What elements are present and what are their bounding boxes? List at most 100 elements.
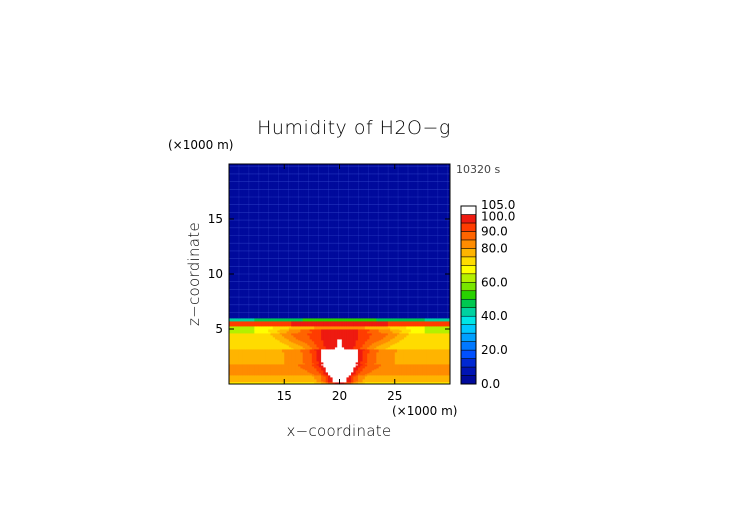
heatmap-cell: [295, 374, 299, 376]
heatmap-cell: [332, 381, 336, 383]
heatmap-cell: [390, 372, 393, 374]
heatmap-cell: [314, 377, 317, 379]
heatmap-cell: [348, 380, 352, 382]
heatmap-cell: [256, 372, 260, 374]
heatmap-cell: [385, 376, 389, 378]
heatmap-cell: [265, 382, 269, 384]
heatmap-cell: [318, 373, 322, 375]
heatmap-cell: [268, 381, 271, 383]
heatmap-cell: [367, 377, 370, 379]
heatmap-cell: [256, 378, 260, 380]
heatmap-cell: [323, 372, 327, 374]
heatmap-cell: [403, 381, 407, 383]
heatmap-cell: [247, 378, 251, 380]
heatmap-cell: [286, 375, 290, 377]
heatmap-cell: [307, 382, 310, 384]
heatmap-cell: [417, 377, 421, 379]
heatmap-cell: [413, 376, 416, 378]
heatmap-cell: [376, 373, 380, 375]
heatmap-cell: [284, 380, 287, 382]
heatmap-cell: [367, 379, 370, 381]
heatmap-cell: [440, 380, 444, 382]
heatmap-cell: [281, 379, 285, 381]
heatmap-cell: [321, 377, 324, 379]
heatmap-cell: [327, 382, 331, 384]
heatmap-cell: [415, 382, 419, 384]
heatmap-cell: [302, 382, 306, 384]
heatmap-cell: [233, 373, 237, 375]
heatmap-cell: [304, 378, 308, 380]
heatmap-cell: [360, 377, 363, 379]
heatmap-cell: [339, 381, 343, 383]
heatmap-cell: [300, 379, 304, 381]
heatmap-cell: [314, 372, 317, 374]
heatmap-cell: [302, 380, 306, 382]
heatmap-cell: [369, 372, 373, 374]
heatmap-cell: [429, 371, 432, 373]
heatmap-cell: [447, 372, 450, 374]
heatmap-cell: [440, 374, 444, 376]
heatmap-cell: [233, 371, 237, 373]
heatmap-cell: [390, 375, 393, 377]
heatmap-cell: [422, 381, 426, 383]
heatmap-cell: [344, 379, 347, 381]
heatmap-cell: [277, 374, 281, 376]
heatmap-cell: [252, 379, 255, 381]
heatmap-cell: [288, 378, 292, 380]
heatmap-cell: [275, 382, 278, 384]
heatmap-cell: [401, 373, 405, 375]
heatmap-cell: [424, 372, 428, 374]
heatmap-cell: [249, 382, 253, 384]
heatmap-cell: [293, 372, 297, 374]
heatmap-cell: [431, 377, 435, 379]
heatmap-cell: [424, 382, 428, 384]
heatmap-cell: [311, 378, 315, 380]
heatmap-cell: [279, 378, 283, 380]
heatmap-cell: [288, 372, 292, 374]
heatmap-cell: [341, 374, 345, 376]
heatmap-cell: [383, 377, 386, 379]
heatmap-cell: [406, 377, 409, 379]
heatmap-cell: [436, 374, 439, 376]
heatmap-cell: [415, 372, 419, 374]
heatmap-cell: [272, 382, 276, 384]
heatmap-cell: [272, 372, 276, 374]
heatmap-cell: [431, 376, 435, 378]
heatmap-cell: [397, 381, 400, 383]
heatmap-cell: [408, 377, 412, 379]
heatmap-cell: [252, 374, 255, 376]
heatmap-cell: [286, 379, 290, 381]
heatmap-cell: [249, 380, 253, 382]
heatmap-cell: [300, 375, 304, 377]
heatmap-cell: [383, 376, 386, 378]
heatmap-cell: [433, 380, 437, 382]
heatmap-cell: [263, 375, 267, 377]
heatmap-cell: [422, 378, 426, 380]
heatmap-cell: [268, 377, 271, 379]
heatmap-cell: [438, 375, 442, 377]
heatmap-cell: [436, 372, 439, 374]
heatmap-cell: [436, 382, 439, 384]
heatmap-cell: [321, 373, 324, 375]
heatmap-cell: [447, 381, 450, 383]
heatmap-cell: [229, 371, 232, 373]
heatmap-cell: [263, 372, 267, 374]
heatmap-cell: [332, 376, 336, 378]
heatmap-cell: [334, 379, 338, 381]
heatmap-cell: [281, 376, 285, 378]
heatmap-cell: [374, 374, 377, 376]
heatmap-cell: [337, 374, 340, 376]
heatmap-cell: [307, 380, 310, 382]
heatmap-cell: [249, 375, 253, 377]
heatmap-cell: [279, 381, 283, 383]
heatmap-cell: [304, 371, 308, 373]
heatmap-cell: [380, 371, 384, 373]
heatmap-cell: [346, 381, 350, 383]
heatmap-cell: [426, 381, 430, 383]
heatmap-cell: [268, 375, 271, 377]
heatmap-cell: [364, 376, 368, 378]
heatmap-cell: [362, 379, 366, 381]
heatmap-cell: [275, 376, 278, 378]
heatmap-cell: [348, 371, 352, 373]
heatmap-cell: [293, 379, 297, 381]
